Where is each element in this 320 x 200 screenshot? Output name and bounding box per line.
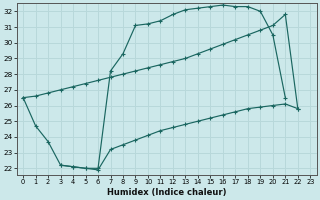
X-axis label: Humidex (Indice chaleur): Humidex (Indice chaleur) bbox=[107, 188, 227, 197]
